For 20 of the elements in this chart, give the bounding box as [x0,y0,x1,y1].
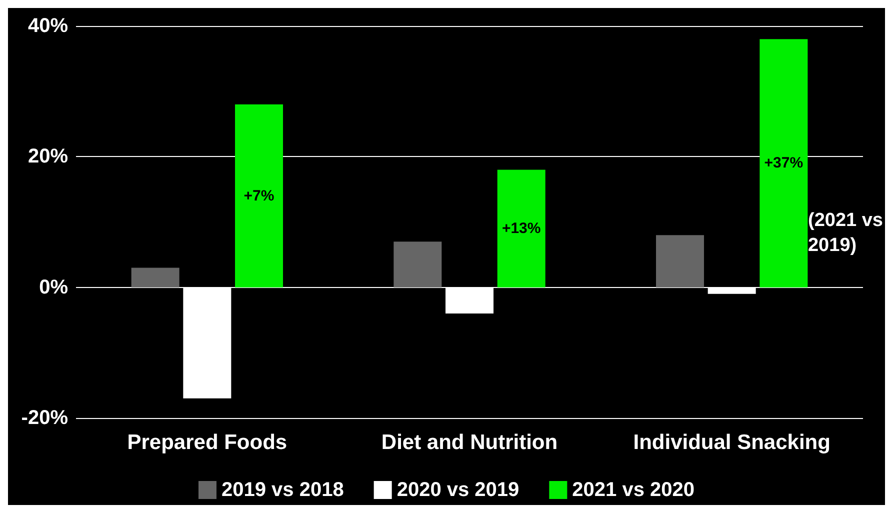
legend-label: 2021 vs 2020 [572,479,695,501]
bar [760,39,808,288]
bar [656,235,704,288]
y-tick-label: 20% [28,146,68,168]
legend-label: 2019 vs 2018 [221,479,344,501]
bar [497,170,546,288]
y-tick-label: -20% [21,407,68,429]
x-tick-label: Individual Snacking [633,431,830,454]
bar [235,104,284,288]
x-tick-label: Diet and Nutrition [381,431,558,454]
y-tick-label: 40% [28,15,68,37]
x-tick-label: Prepared Foods [127,431,288,454]
legend-label: 2020 vs 2019 [396,479,520,501]
bar [394,242,442,288]
bar [131,268,180,288]
annotation: +13% [502,220,541,238]
annotation: +7% [244,187,274,204]
annotation: +37% [764,154,804,172]
annotation: (2021 vs 2019) [808,210,884,256]
y-tick-label: 0% [39,276,68,298]
